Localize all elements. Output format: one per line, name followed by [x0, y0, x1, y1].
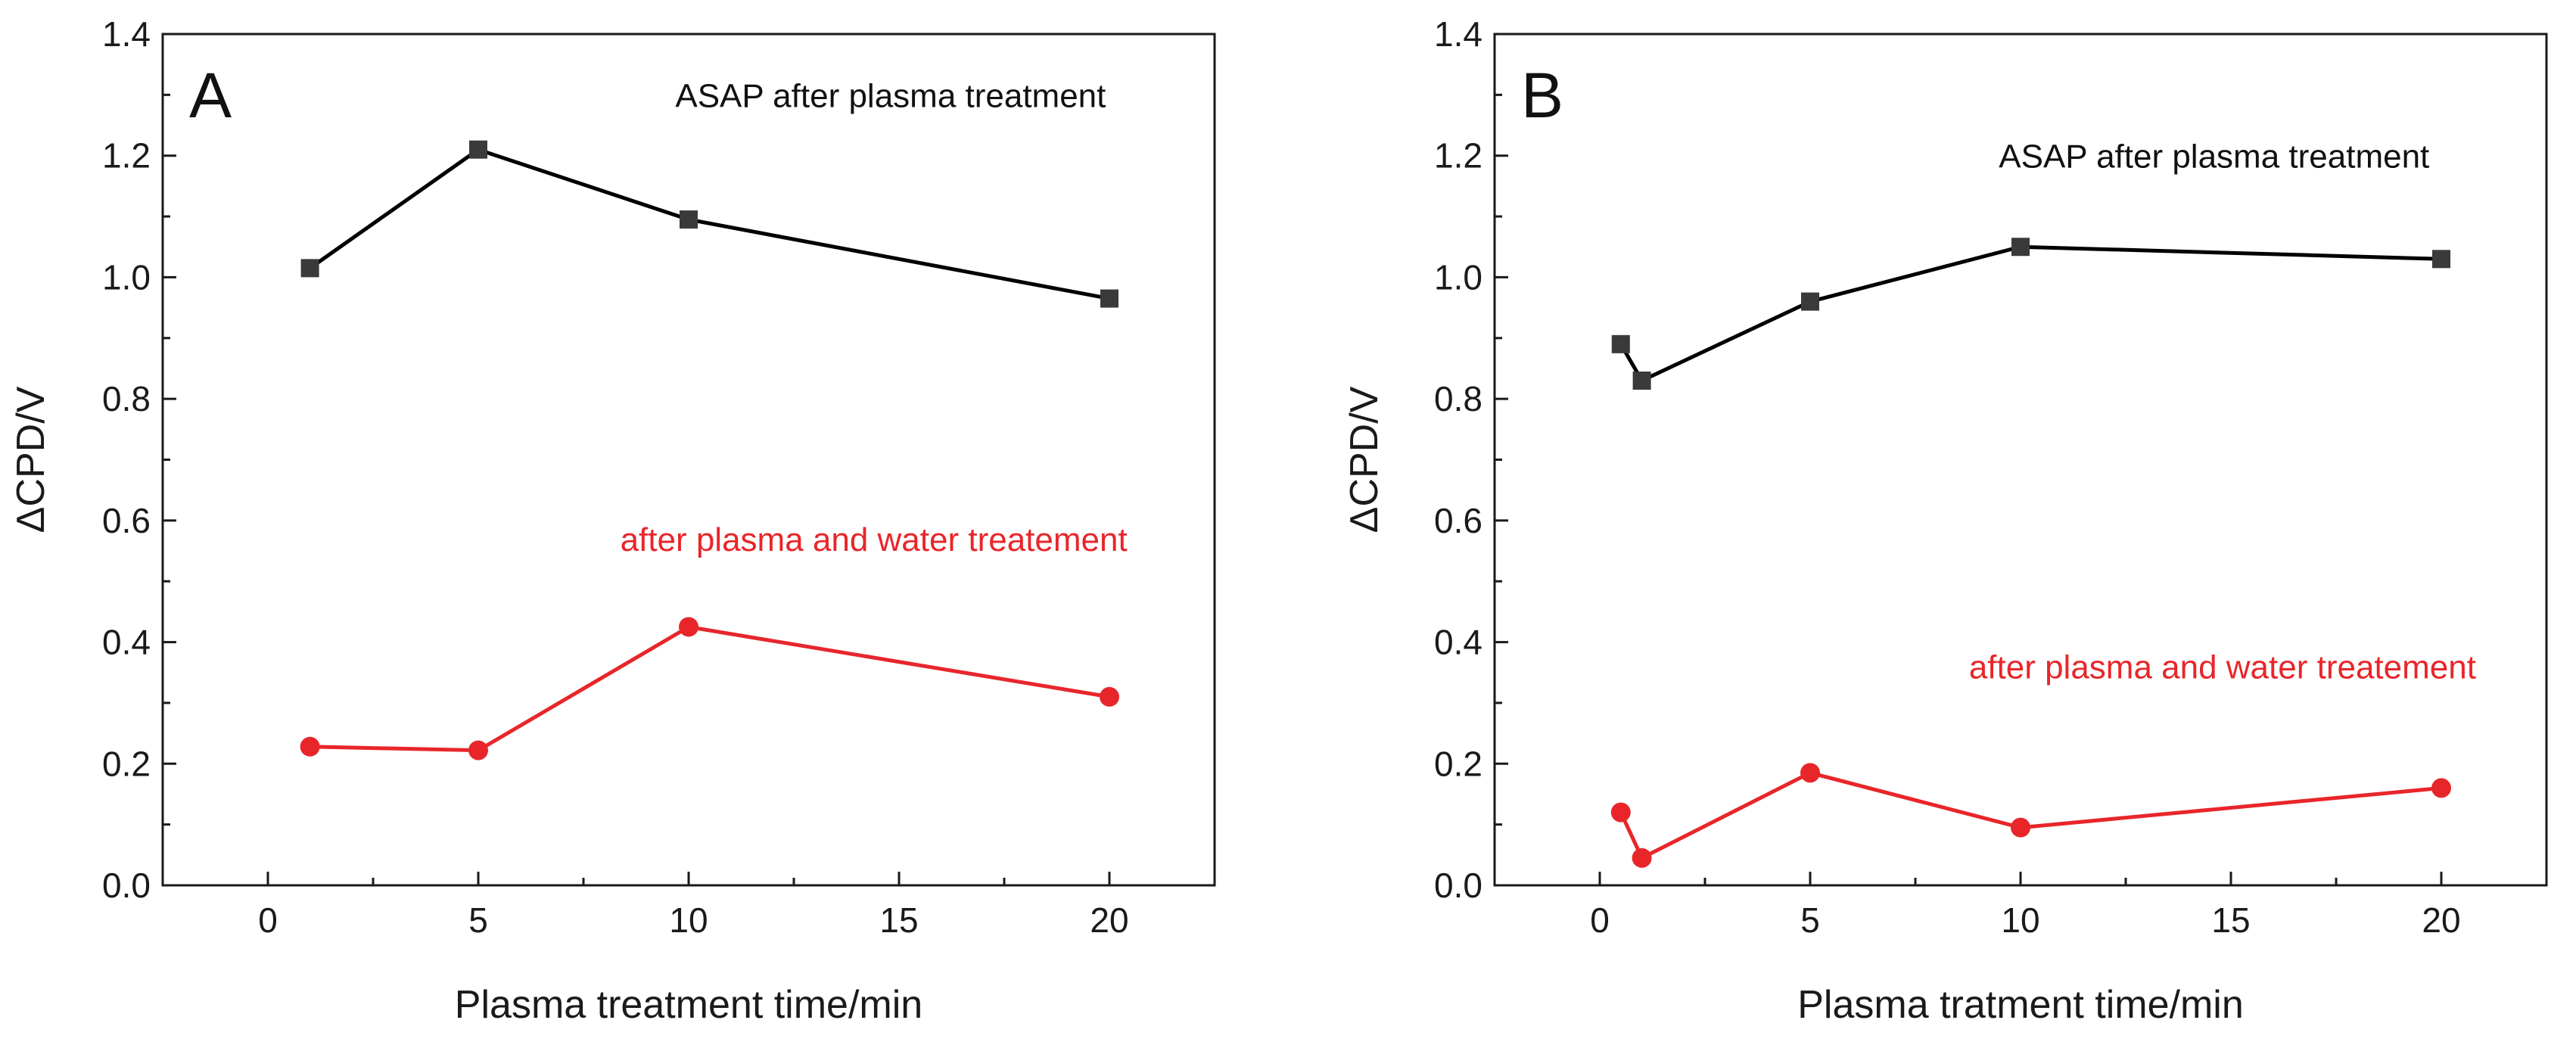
panel-b-y-tick-label: 0.8 [1434, 379, 1482, 418]
panel-a: 0.0 0.2 0.4 0.6 0.8 1.0 1.2 1.4 0 5 10 15 20 Plasma t… [9, 14, 1216, 1027]
panel-b-y-tick-label: 0.2 [1434, 744, 1482, 783]
panel-a-x-tick-label: 0 [258, 900, 278, 940]
panel-a-y-tick-label: 1.2 [102, 136, 151, 176]
panel-a-annotation-asap: ASAP after plasma treatment [675, 77, 1106, 114]
panel-a-series-water-point [1100, 686, 1119, 707]
panel-a-series-asap-point [300, 259, 319, 278]
panel-b-series-asap-point [2432, 250, 2450, 269]
panel-a-series-asap-point [680, 210, 698, 229]
panel-b-y-tick-label: 0.4 [1434, 623, 1482, 662]
panel-b-y-tick-label: 0.0 [1434, 866, 1482, 905]
panel-a-y-tick-label: 0.4 [102, 623, 151, 662]
panel-a-y-tick-label: 0.2 [102, 744, 151, 783]
panel-b-x-tick-label: 5 [1800, 900, 1820, 940]
panel-b-series-asap-point [1632, 372, 1651, 390]
panel-b-y-tick-label: 1.4 [1434, 14, 1482, 54]
panel-a-annotation-water: after plasma and water treatement [621, 521, 1128, 558]
panel-a-series-water-point [679, 617, 698, 637]
panel-b-x-tick-label: 20 [2422, 900, 2460, 940]
panel-b-x-axis-label: Plasma tratment time/min [1797, 983, 2244, 1027]
panel-b-y-tick-label: 1.2 [1434, 136, 1482, 176]
panel-b-y-tick-label: 0.6 [1434, 501, 1482, 540]
panel-b-series-water-point [2431, 778, 2451, 798]
panel-a-y-tick-label: 0.8 [102, 379, 151, 418]
panel-a-x-tick-label: 20 [1090, 900, 1128, 940]
panel-b-series-asap-point [1801, 292, 1819, 311]
panel-a-series-water-point [468, 740, 488, 760]
panel-b-series-water-point [1800, 763, 1820, 783]
panel-a-plot-frame [161, 33, 1216, 887]
panel-a-letter: A [189, 60, 232, 131]
panel-a-y-tick-label: 0.0 [102, 866, 151, 905]
panel-b-series-asap-point [2011, 238, 2030, 257]
panel-a-series-water-point [300, 736, 320, 757]
panel-b-series-water-point [1632, 847, 1652, 868]
panel-b-annotation-water: after plasma and water treatement [1969, 649, 2476, 686]
panel-a-series-asap-point [469, 140, 487, 159]
panel-b-series-asap-point [1611, 334, 1630, 353]
panel-a-x-tick-label: 15 [879, 900, 918, 940]
panel-b-letter: B [1521, 60, 1563, 131]
panel-a-series-water-line [310, 624, 1110, 753]
panel-a-y-axis-label: ΔCPD/V [9, 386, 53, 533]
panel-a-x-axis-label: Plasma treatment time/min [455, 983, 922, 1027]
panel-b-x-tick-label: 10 [2001, 900, 2039, 940]
panel-a-y-tick-label: 1.0 [102, 257, 151, 297]
panel-a-series-asap-line [309, 147, 1110, 301]
panel-a-x-tick-label: 5 [468, 900, 488, 940]
panel-a-y-tick-label: 1.4 [102, 14, 151, 54]
panel-a-x-tick-label: 10 [669, 900, 708, 940]
panel-b-series-water-point [2011, 817, 2030, 838]
panel-b-y-tick-label: 1.0 [1434, 257, 1482, 297]
panel-b-series-water-point [1610, 802, 1631, 823]
panel-b: 0.0 0.2 0.4 0.6 0.8 1.0 1.2 1.4 0 5 10 15 20 Plasma t… [1342, 14, 2548, 1027]
panel-b-x-tick-label: 15 [2211, 900, 2250, 940]
panel-b-y-axis-label: ΔCPD/V [1342, 386, 1386, 533]
panel-b-x-tick-label: 0 [1590, 900, 1610, 940]
panel-b-annotation-asap: ASAP after plasma treatment [1999, 138, 2429, 176]
panel-a-series-asap-point [1100, 289, 1118, 308]
panel-b-series-water-line [1619, 770, 2442, 861]
panel-b-series-asap-line [1619, 244, 2442, 384]
panel-a-y-tick-label: 0.6 [102, 501, 151, 540]
